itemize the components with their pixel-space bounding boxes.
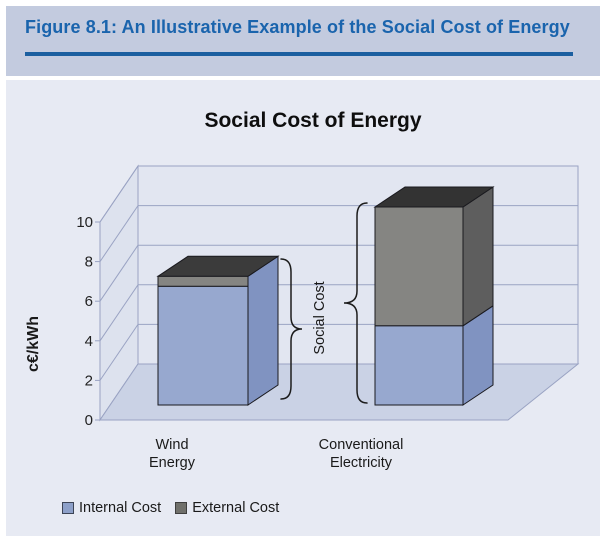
bar-top [373, 186, 495, 208]
brace-conventional [343, 202, 368, 404]
figure-title: Figure 8.1: An Illustrative Example of t… [25, 17, 570, 37]
y-tick-label: 4 [85, 333, 93, 350]
y-tick-label: 8 [85, 254, 93, 271]
bar-external-side [462, 186, 494, 327]
gridline-diagonal [99, 205, 139, 262]
bar-internal-front [157, 285, 249, 406]
x-category-label: Conventional [319, 437, 404, 453]
y-tick-label: 2 [85, 372, 93, 389]
internal-cost-swatch-icon [62, 502, 74, 514]
external-cost-swatch-icon [175, 502, 188, 514]
brace-wind [280, 258, 303, 400]
social-cost-annotation: Social Cost [312, 281, 328, 354]
gridline-diagonal [99, 324, 139, 381]
bar-external-front [157, 275, 249, 287]
legend-label-internal: Internal Cost [79, 500, 162, 516]
gridline-diagonal [99, 284, 139, 342]
chart-legend: Internal Cost External Cost [62, 500, 279, 516]
y-tick-label: 10 [76, 214, 93, 231]
bar-internal-front [374, 325, 464, 406]
legend-label-external: External Cost [192, 500, 280, 516]
figure-header: Figure 8.1: An Illustrative Example of t… [6, 6, 600, 76]
bar-external-front [374, 206, 464, 327]
header-rule [25, 52, 573, 56]
gridline-diagonal [99, 244, 139, 302]
gridline-diagonal [99, 165, 139, 223]
y-tick-label: 0 [85, 412, 93, 429]
legend-item-internal-cost: Internal Cost [62, 500, 161, 516]
y-tick-label: 6 [85, 293, 93, 310]
x-category-label: Energy [149, 455, 196, 471]
legend-item-external-cost: External Cost [175, 500, 279, 516]
bar-side [247, 255, 279, 406]
x-category-label: Wind [155, 437, 188, 453]
x-category-label: Electricity [330, 455, 393, 471]
chart-title: Social Cost of Energy [204, 109, 422, 132]
bar-top [156, 255, 280, 277]
y-axis-title: c€/kWh [25, 316, 42, 372]
